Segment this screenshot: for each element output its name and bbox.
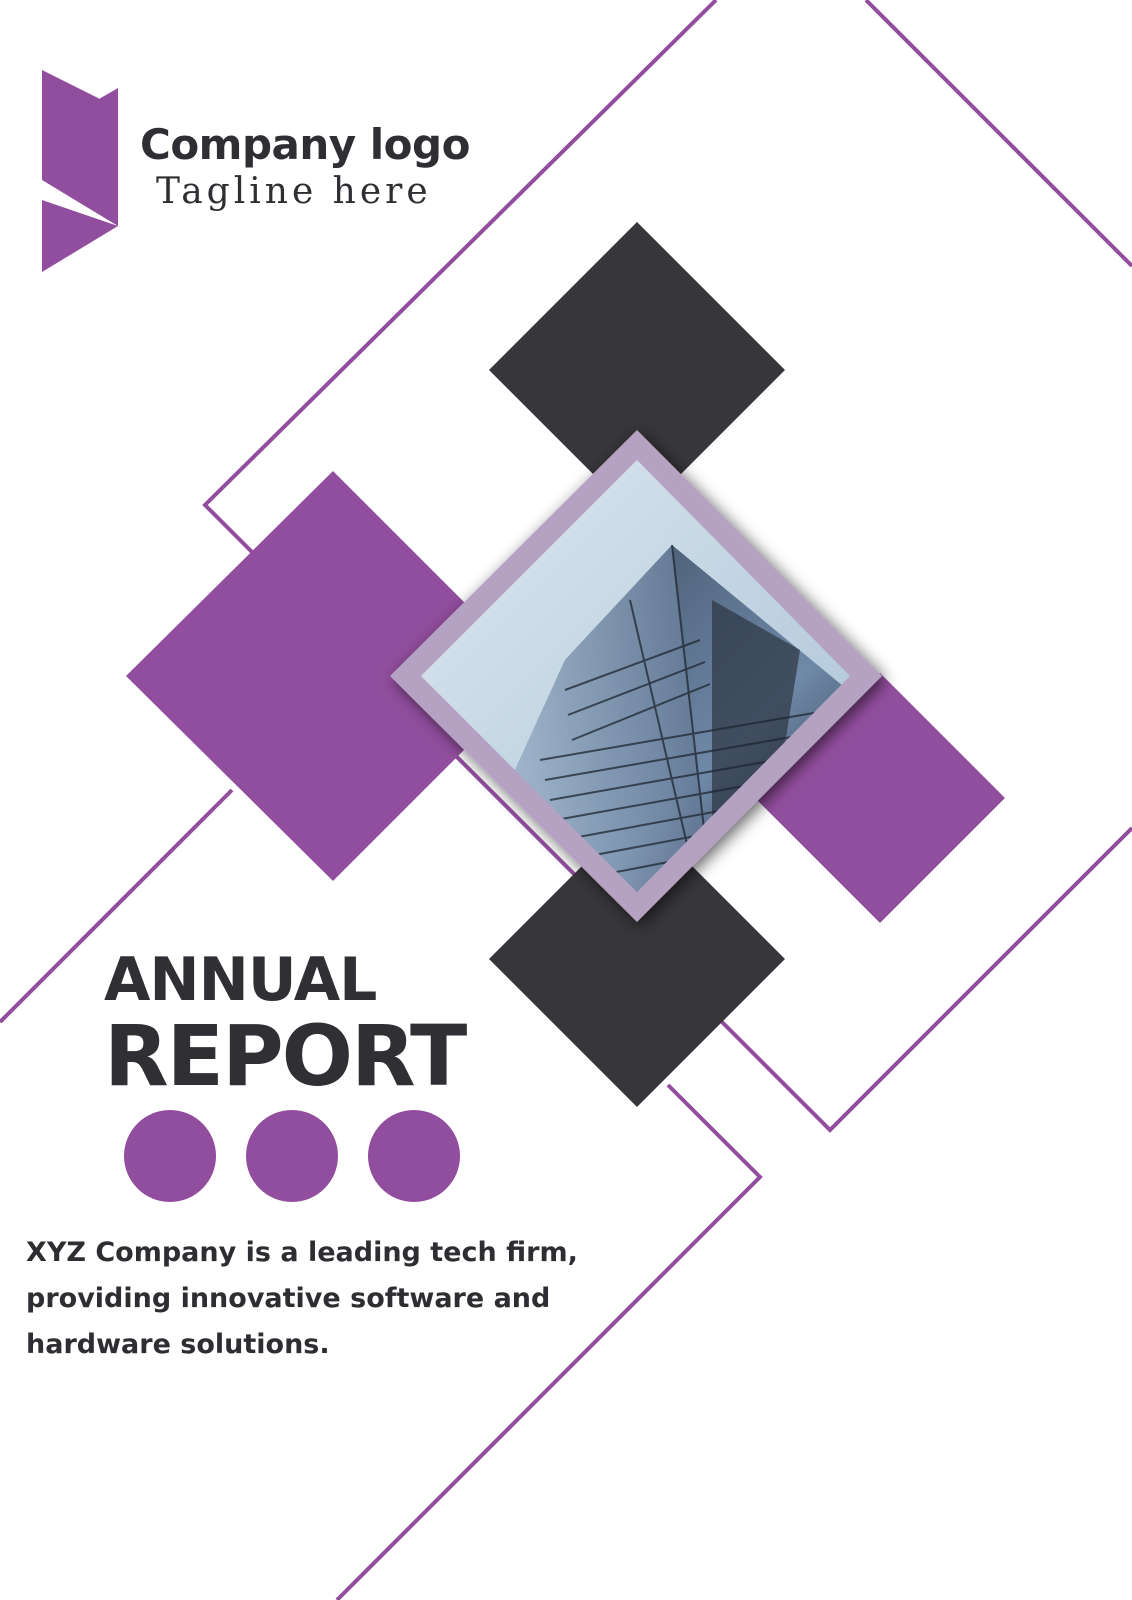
report-title: ANNUAL REPORT (104, 945, 467, 1105)
dot-1 (124, 1110, 216, 1202)
dot-2 (246, 1110, 338, 1202)
company-logo: Company logo Tagline here (140, 124, 470, 210)
purple-diamond-left (126, 471, 538, 881)
decorative-dots (124, 1110, 460, 1202)
logo-mark-icon (42, 70, 118, 272)
title-line-annual: ANNUAL (104, 945, 377, 1015)
logo-name: Company logo (140, 120, 470, 169)
dot-3 (368, 1110, 460, 1202)
dark-diamond-top (489, 222, 785, 518)
dark-diamond-bottom (489, 811, 785, 1107)
company-description: XYZ Company is a leading tech firm, prov… (26, 1237, 578, 1360)
title-line-report: REPORT (104, 1007, 467, 1105)
logo-tagline: Tagline here (156, 171, 432, 212)
